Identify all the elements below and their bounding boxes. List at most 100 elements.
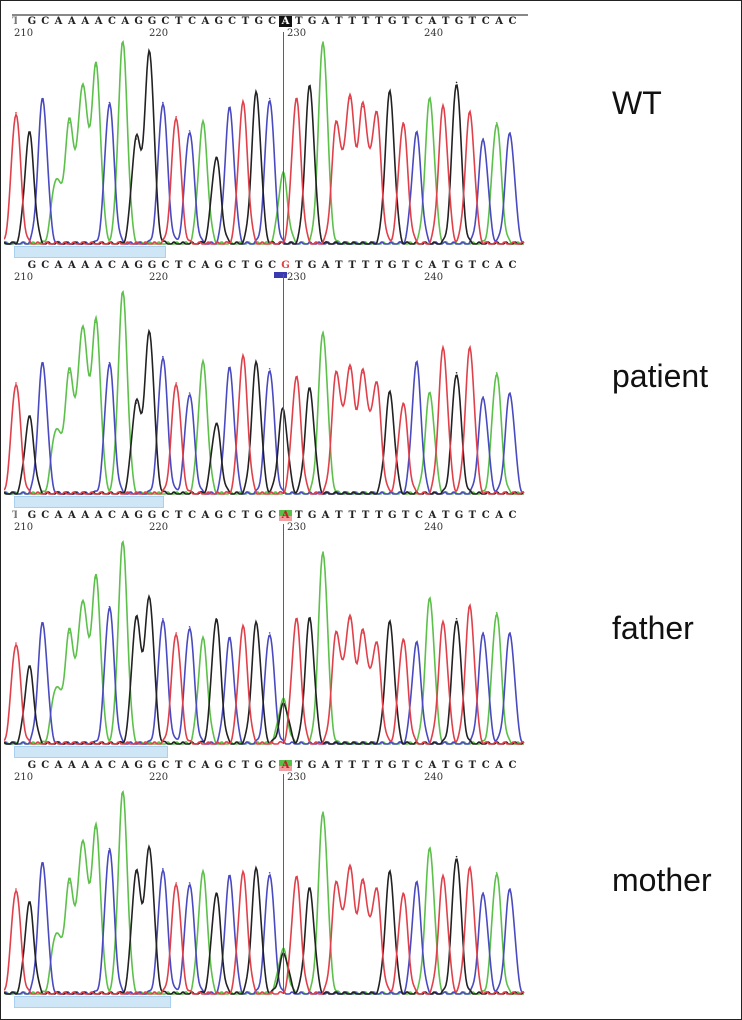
base-call-letter: A xyxy=(495,510,503,521)
base-call-letter: C xyxy=(41,760,50,771)
base-call-letter: A xyxy=(68,16,76,27)
base-call-letter: T xyxy=(335,16,343,27)
base-call-letter: A xyxy=(495,260,503,271)
peak-A xyxy=(322,41,324,43)
variant-marker-bar xyxy=(274,272,287,278)
peak-C xyxy=(268,97,271,100)
position-cursor[interactable] xyxy=(283,524,284,744)
peak-C xyxy=(162,617,164,620)
base-call-letter: C xyxy=(268,510,277,521)
base-call-letter: A xyxy=(54,260,63,271)
position-cursor[interactable] xyxy=(283,32,284,244)
peak-G xyxy=(148,597,151,600)
peak-T xyxy=(362,105,364,108)
base-call-letter: C xyxy=(107,760,116,771)
peak-T xyxy=(242,355,244,358)
position-tick-label: 220 xyxy=(149,272,169,283)
trace-G xyxy=(4,593,525,745)
base-call-letter: G xyxy=(254,260,264,271)
peak-G xyxy=(389,91,391,94)
quality-bar xyxy=(14,246,166,258)
peak-A xyxy=(81,327,84,330)
base-call-letter: T xyxy=(295,16,303,27)
base-call-letter: C xyxy=(415,510,423,521)
peak-G xyxy=(28,132,31,134)
position-tick-label: 240 xyxy=(424,522,444,533)
base-call-letter: C xyxy=(107,260,116,271)
peak-A xyxy=(95,321,97,324)
peak-G xyxy=(255,867,258,870)
peak-T xyxy=(15,382,17,384)
peak-T xyxy=(242,872,244,874)
base-call-letter: C xyxy=(188,760,197,771)
peak-C xyxy=(228,876,231,878)
peak-A xyxy=(429,97,431,100)
peak-G xyxy=(255,91,258,94)
base-call-letter: A xyxy=(321,760,330,771)
peak-G xyxy=(455,855,458,858)
peak-T xyxy=(348,367,351,370)
peak-T xyxy=(348,867,351,870)
base-call-letter: C xyxy=(161,16,170,27)
peak-A xyxy=(81,841,84,844)
peak-A xyxy=(55,686,57,689)
peak-T xyxy=(442,622,445,624)
base-call-letter: C xyxy=(228,16,237,27)
base-call-letter: T xyxy=(348,16,356,27)
base-call-letter: A xyxy=(94,260,103,271)
position-ticks: 210 220 230 240 xyxy=(4,28,524,40)
peak-G xyxy=(215,422,218,425)
position-cursor[interactable] xyxy=(283,274,284,494)
base-call-letter: G xyxy=(307,260,317,271)
peak-C xyxy=(228,638,231,640)
peak-G xyxy=(215,892,218,894)
base-call-letter: T xyxy=(295,260,303,271)
base-call-letter: A xyxy=(121,760,130,771)
peak-A xyxy=(202,122,204,124)
base-call-letter: A xyxy=(201,16,210,27)
peak-T xyxy=(295,376,298,378)
peak-T xyxy=(375,382,378,384)
peak-T xyxy=(335,632,338,634)
trace-plot xyxy=(4,40,525,245)
quality-bar xyxy=(14,746,168,758)
peak-A xyxy=(68,632,71,634)
base-call-letter: G xyxy=(307,510,317,521)
base-call-letter: A xyxy=(121,16,130,27)
position-tick-label: 240 xyxy=(424,272,444,283)
base-call-letter: C xyxy=(508,760,517,771)
base-call-letter: G xyxy=(134,760,143,771)
peak-C xyxy=(482,138,485,140)
base-call-letter: G xyxy=(27,260,37,271)
base-call-letter: G xyxy=(281,260,290,271)
base-call-letter: G xyxy=(214,760,224,771)
peak-C xyxy=(482,396,485,398)
peak-G xyxy=(255,361,258,364)
sample-label: mother xyxy=(612,862,712,898)
peak-A xyxy=(95,827,97,830)
peak-T xyxy=(375,888,378,890)
peak-A xyxy=(81,601,84,604)
base-call-letter: T xyxy=(375,260,383,271)
peak-T xyxy=(442,876,445,878)
base-call-letter: C xyxy=(107,510,116,521)
trace-G xyxy=(4,328,525,495)
peak-C xyxy=(41,361,44,364)
trace-T xyxy=(4,92,525,245)
peak-T xyxy=(348,97,351,100)
peak-G xyxy=(215,156,218,158)
position-tick-label: 210 xyxy=(14,28,34,39)
base-call-letter: G xyxy=(388,760,397,771)
base-call-letter: G xyxy=(134,510,143,521)
peak-C xyxy=(268,367,271,370)
peak-T xyxy=(295,617,298,620)
peak-C xyxy=(108,605,111,608)
base-call-letter: C xyxy=(268,16,277,27)
peak-T xyxy=(402,638,404,640)
peak-C xyxy=(509,392,511,394)
position-ticks: 210 220 230 240 xyxy=(4,522,524,534)
peak-T xyxy=(175,632,177,634)
base-call-letter: G xyxy=(27,16,37,27)
position-cursor[interactable] xyxy=(283,774,284,994)
